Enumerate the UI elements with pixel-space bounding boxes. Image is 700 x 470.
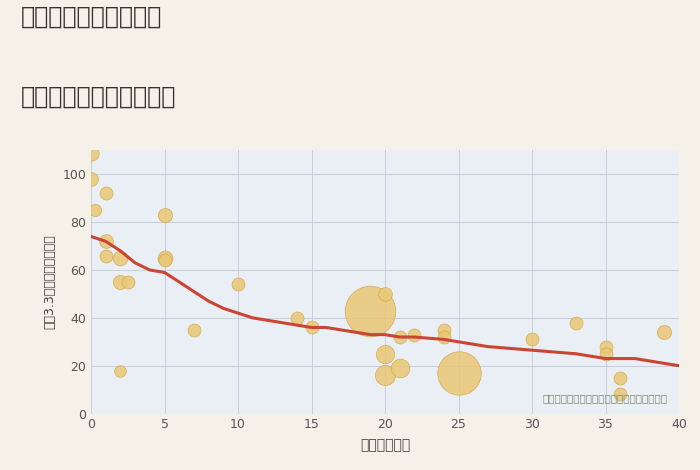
Point: [379, 290, 391, 298]
Point: [188, 326, 199, 334]
Point: [122, 278, 133, 286]
Text: 築年数別中古戸建て価格: 築年数別中古戸建て価格: [21, 85, 176, 109]
Point: [159, 254, 170, 262]
Y-axis label: 坪（3.3㎡）単価（万円）: 坪（3.3㎡）単価（万円）: [43, 235, 57, 329]
Point: [115, 367, 126, 374]
Point: [159, 257, 170, 264]
X-axis label: 築年数（年）: 築年数（年）: [360, 439, 410, 453]
Point: [570, 319, 582, 327]
Point: [115, 254, 126, 262]
Point: [379, 350, 391, 358]
Point: [379, 372, 391, 379]
Point: [232, 281, 244, 288]
Point: [85, 175, 97, 183]
Point: [115, 278, 126, 286]
Point: [526, 336, 538, 343]
Point: [85, 149, 97, 157]
Point: [615, 374, 626, 382]
Point: [409, 331, 420, 338]
Point: [100, 237, 111, 245]
Point: [90, 206, 101, 214]
Point: [394, 364, 405, 372]
Point: [438, 326, 449, 334]
Point: [306, 324, 317, 331]
Point: [291, 314, 302, 321]
Text: 円の大きさは、取引のあった物件面積を示す: 円の大きさは、取引のあった物件面積を示す: [542, 393, 667, 403]
Point: [659, 329, 670, 336]
Point: [159, 211, 170, 219]
Point: [453, 369, 464, 376]
Point: [600, 343, 611, 350]
Text: 三重県鈴鹿市和泉町の: 三重県鈴鹿市和泉町の: [21, 5, 162, 29]
Point: [438, 333, 449, 341]
Point: [600, 350, 611, 358]
Point: [100, 190, 111, 197]
Point: [100, 252, 111, 259]
Point: [394, 333, 405, 341]
Point: [615, 391, 626, 398]
Point: [365, 307, 376, 314]
